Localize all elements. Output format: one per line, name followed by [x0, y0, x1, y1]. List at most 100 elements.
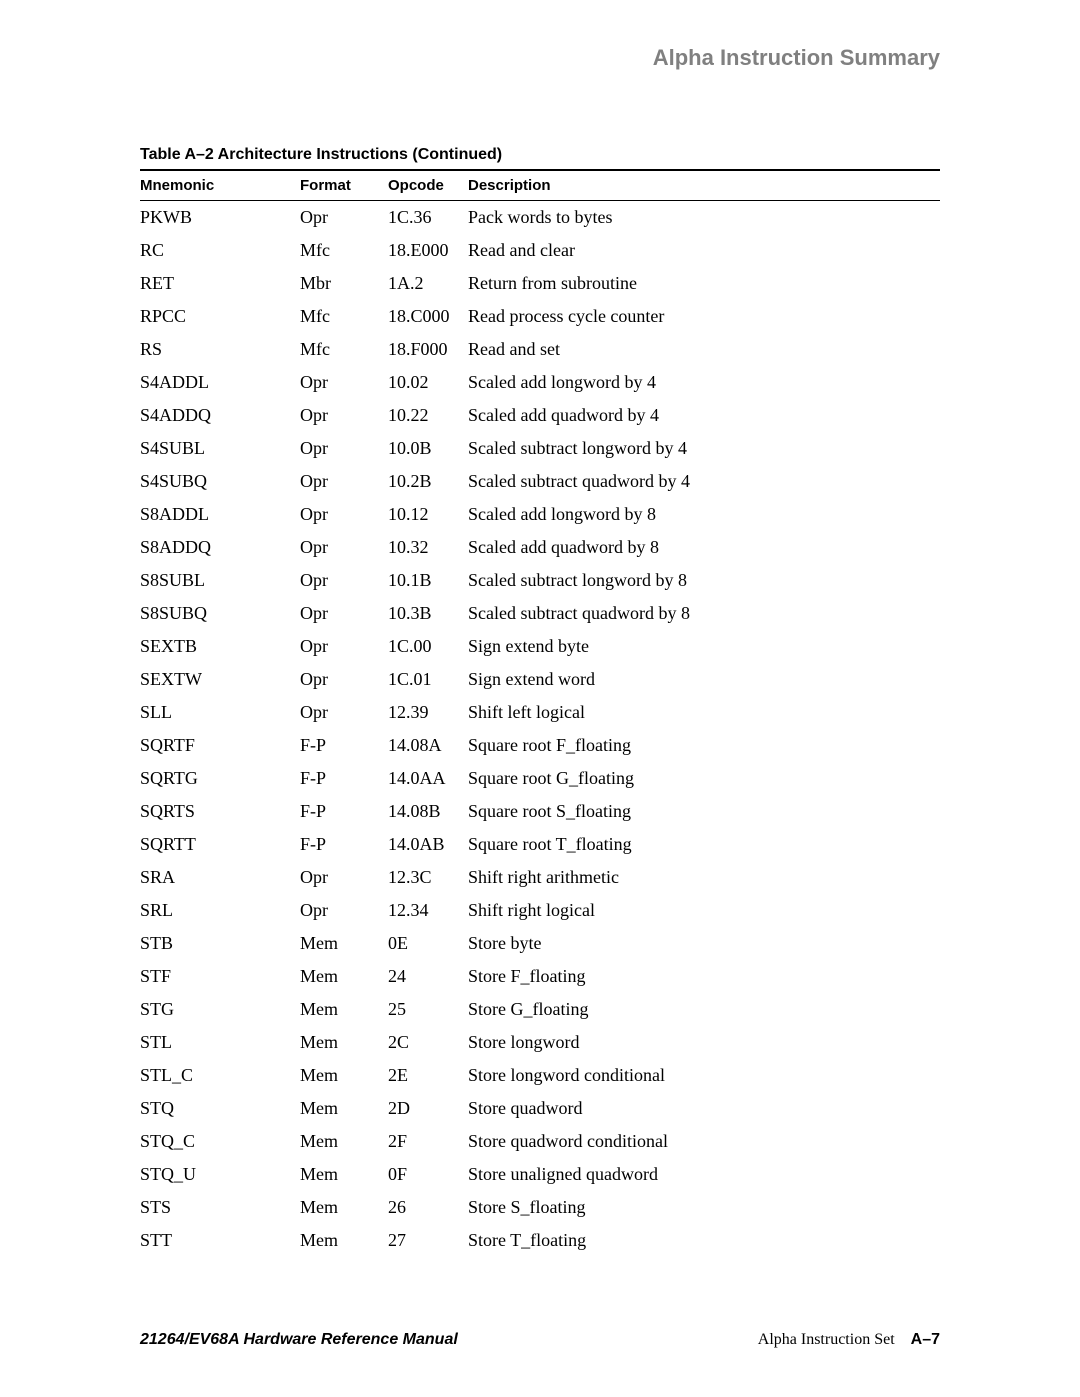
table-cell: Scaled add quadword by 8 — [468, 531, 940, 564]
table-row: RCMfc18.E000Read and clear — [140, 234, 940, 267]
table-cell: 18.E000 — [388, 234, 468, 267]
table-cell: Opr — [300, 399, 388, 432]
table-cell: Mem — [300, 1224, 388, 1257]
table-cell: 0E — [388, 927, 468, 960]
table-cell: SRA — [140, 861, 300, 894]
table-row: STQMem2DStore quadword — [140, 1092, 940, 1125]
page-footer: 21264/EV68A Hardware Reference Manual Al… — [140, 1331, 940, 1349]
table-row: STQ_CMem2FStore quadword conditional — [140, 1125, 940, 1158]
table-row: STTMem27Store T_floating — [140, 1224, 940, 1257]
table-cell: SLL — [140, 696, 300, 729]
table-cell: Opr — [300, 597, 388, 630]
table-cell: Opr — [300, 663, 388, 696]
table-cell: 24 — [388, 960, 468, 993]
table-cell: 2D — [388, 1092, 468, 1125]
table-cell: F-P — [300, 828, 388, 861]
table-cell: 2F — [388, 1125, 468, 1158]
table-cell: Opr — [300, 432, 388, 465]
table-cell: PKWB — [140, 201, 300, 235]
table-cell: Mem — [300, 1059, 388, 1092]
table-cell: Mfc — [300, 234, 388, 267]
table-cell: 14.08A — [388, 729, 468, 762]
table-cell: Opr — [300, 696, 388, 729]
table-cell: Square root G_floating — [468, 762, 940, 795]
table-cell: Mem — [300, 927, 388, 960]
table-row: SRLOpr12.34Shift right logical — [140, 894, 940, 927]
table-caption: Table A–2 Architecture Instructions (Con… — [140, 146, 940, 164]
table-row: STSMem26Store S_floating — [140, 1191, 940, 1224]
table-cell: Store T_floating — [468, 1224, 940, 1257]
table-cell: Scaled subtract quadword by 8 — [468, 597, 940, 630]
table-cell: S8ADDL — [140, 498, 300, 531]
table-row: PKWBOpr1C.36Pack words to bytes — [140, 201, 940, 235]
table-cell: SQRTS — [140, 795, 300, 828]
table-cell: STS — [140, 1191, 300, 1224]
table-cell: Mem — [300, 1125, 388, 1158]
table-row: RETMbr1A.2Return from subroutine — [140, 267, 940, 300]
footer-manual-title: 21264/EV68A Hardware Reference Manual — [140, 1331, 458, 1349]
table-cell: Store F_floating — [468, 960, 940, 993]
table-cell: 18.C000 — [388, 300, 468, 333]
table-cell: 25 — [388, 993, 468, 1026]
footer-section: Alpha Instruction Set A–7 — [758, 1331, 940, 1349]
table-cell: Opr — [300, 366, 388, 399]
table-row: RSMfc18.F000Read and set — [140, 333, 940, 366]
table-cell: 26 — [388, 1191, 468, 1224]
table-cell: Mem — [300, 1092, 388, 1125]
table-cell: 12.34 — [388, 894, 468, 927]
table-cell: STT — [140, 1224, 300, 1257]
table-cell: Store unaligned quadword — [468, 1158, 940, 1191]
table-cell: Mem — [300, 1026, 388, 1059]
table-cell: STG — [140, 993, 300, 1026]
table-row: S4ADDQOpr10.22Scaled add quadword by 4 — [140, 399, 940, 432]
table-cell: Shift right logical — [468, 894, 940, 927]
table-body: PKWBOpr1C.36Pack words to bytesRCMfc18.E… — [140, 201, 940, 1258]
table-cell: Square root F_floating — [468, 729, 940, 762]
table-row: STGMem25Store G_floating — [140, 993, 940, 1026]
table-cell: Shift right arithmetic — [468, 861, 940, 894]
table-cell: S8SUBL — [140, 564, 300, 597]
table-cell: Scaled add longword by 4 — [468, 366, 940, 399]
table-cell: Sign extend byte — [468, 630, 940, 663]
table-row: S8SUBLOpr10.1BScaled subtract longword b… — [140, 564, 940, 597]
table-row: S8SUBQOpr10.3BScaled subtract quadword b… — [140, 597, 940, 630]
table-row: STQ_UMem0FStore unaligned quadword — [140, 1158, 940, 1191]
table-cell: Scaled add longword by 8 — [468, 498, 940, 531]
table-cell: Opr — [300, 531, 388, 564]
instruction-table: Mnemonic Format Opcode Description PKWBO… — [140, 169, 940, 1257]
table-row: SQRTFF-P14.08ASquare root F_floating — [140, 729, 940, 762]
table-cell: RPCC — [140, 300, 300, 333]
table-cell: 10.02 — [388, 366, 468, 399]
table-row: SEXTBOpr1C.00Sign extend byte — [140, 630, 940, 663]
table-row: S8ADDLOpr10.12Scaled add longword by 8 — [140, 498, 940, 531]
table-cell: F-P — [300, 795, 388, 828]
table-cell: STQ_U — [140, 1158, 300, 1191]
table-cell: SEXTB — [140, 630, 300, 663]
table-cell: 18.F000 — [388, 333, 468, 366]
table-cell: Pack words to bytes — [468, 201, 940, 235]
table-cell: SQRTT — [140, 828, 300, 861]
table-row: STFMem24Store F_floating — [140, 960, 940, 993]
table-cell: STL_C — [140, 1059, 300, 1092]
table-cell: S4SUBQ — [140, 465, 300, 498]
table-cell: 1C.36 — [388, 201, 468, 235]
table-cell: Mfc — [300, 300, 388, 333]
table-row: STLMem2CStore longword — [140, 1026, 940, 1059]
table-cell: Mbr — [300, 267, 388, 300]
table-cell: 10.1B — [388, 564, 468, 597]
table-cell: Opr — [300, 564, 388, 597]
table-cell: 10.12 — [388, 498, 468, 531]
col-header-description: Description — [468, 170, 940, 201]
table-row: STL_CMem2EStore longword conditional — [140, 1059, 940, 1092]
table-row: SLLOpr12.39Shift left logical — [140, 696, 940, 729]
table-cell: 10.2B — [388, 465, 468, 498]
table-cell: Mfc — [300, 333, 388, 366]
table-row: SRAOpr12.3CShift right arithmetic — [140, 861, 940, 894]
table-cell: Mem — [300, 1158, 388, 1191]
table-cell: Square root T_floating — [468, 828, 940, 861]
table-cell: Opr — [300, 861, 388, 894]
table-cell: 10.22 — [388, 399, 468, 432]
table-cell: F-P — [300, 729, 388, 762]
table-cell: S4ADDQ — [140, 399, 300, 432]
table-cell: Opr — [300, 498, 388, 531]
